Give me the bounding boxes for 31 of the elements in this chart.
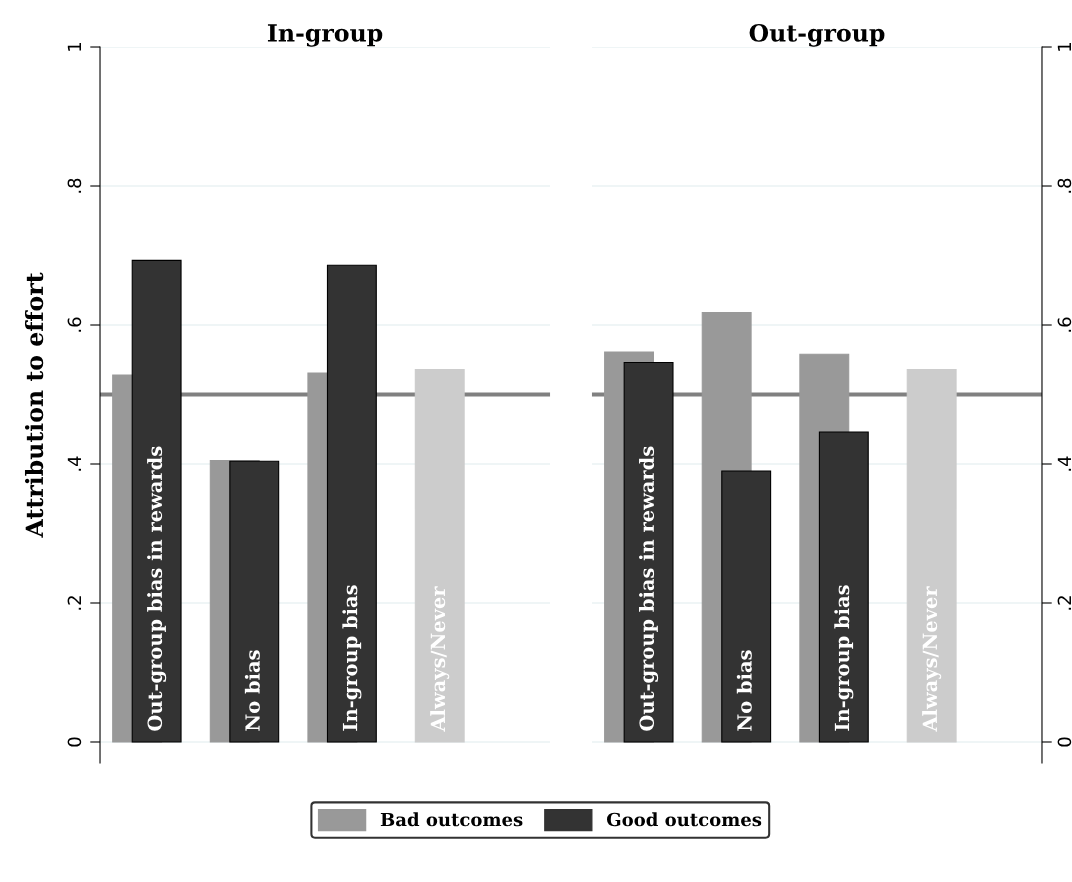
bar [623,361,674,743]
category-label: In-group bias [342,585,362,731]
category-label: No bias [244,650,260,731]
y-tick-label: .2 [1057,596,1071,610]
y-tick-label: .6 [67,317,82,332]
category-label: Out-group bias in rewards [147,446,167,731]
bar [906,368,957,743]
category-label: In-group bias [834,585,854,731]
y-axis-title: Attribution to effort [24,272,44,538]
legend-label: Good outcomes [606,812,762,827]
y-tick-label: .8 [1057,178,1072,193]
bar [131,259,182,743]
y-tick-label: .2 [67,596,81,610]
bar [229,460,280,743]
category-label: Out-group bias in rewards [639,446,659,731]
chart-title: Out-group [749,23,885,47]
legend-label: Bad outcomes [380,812,523,827]
y-tick-label: 1 [1057,42,1071,51]
y-tick-label: 0 [1057,737,1072,747]
bar [818,431,869,743]
bar [414,368,465,743]
y-tick-label: .4 [1057,456,1071,471]
y-tick-label: .8 [67,178,82,193]
y-tick-label: 0 [67,737,82,747]
y-tick-label: 1 [67,42,81,51]
bar [721,470,772,743]
y-tick-label: .4 [67,456,81,471]
chart-title: In-group [267,24,383,47]
category-label: No bias [736,650,752,731]
y-tick-label: .6 [1057,317,1072,332]
bar [326,264,377,743]
